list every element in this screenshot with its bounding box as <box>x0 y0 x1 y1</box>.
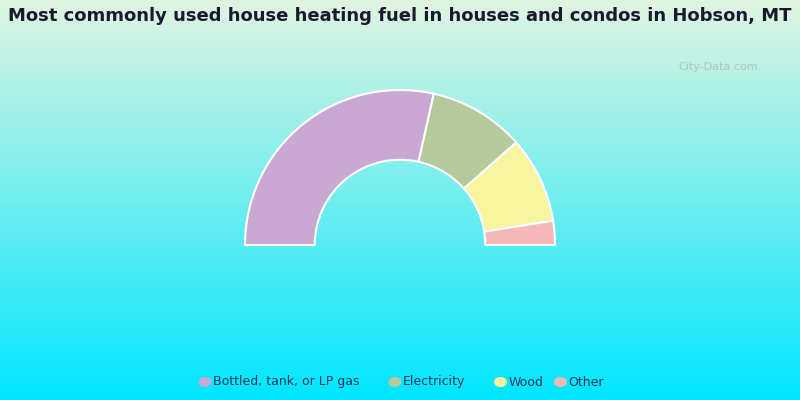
Wedge shape <box>245 90 434 245</box>
Wedge shape <box>418 94 516 189</box>
Text: Other: Other <box>569 376 604 388</box>
Text: City-Data.com: City-Data.com <box>678 62 758 72</box>
Ellipse shape <box>198 377 211 387</box>
Wedge shape <box>464 142 553 232</box>
Wedge shape <box>484 221 555 245</box>
Text: Bottled, tank, or LP gas: Bottled, tank, or LP gas <box>213 376 359 388</box>
Text: Wood: Wood <box>509 376 543 388</box>
Text: Electricity: Electricity <box>403 376 466 388</box>
Ellipse shape <box>494 377 507 387</box>
Ellipse shape <box>554 377 567 387</box>
Ellipse shape <box>389 377 402 387</box>
Text: Most commonly used house heating fuel in houses and condos in Hobson, MT: Most commonly used house heating fuel in… <box>8 7 792 25</box>
